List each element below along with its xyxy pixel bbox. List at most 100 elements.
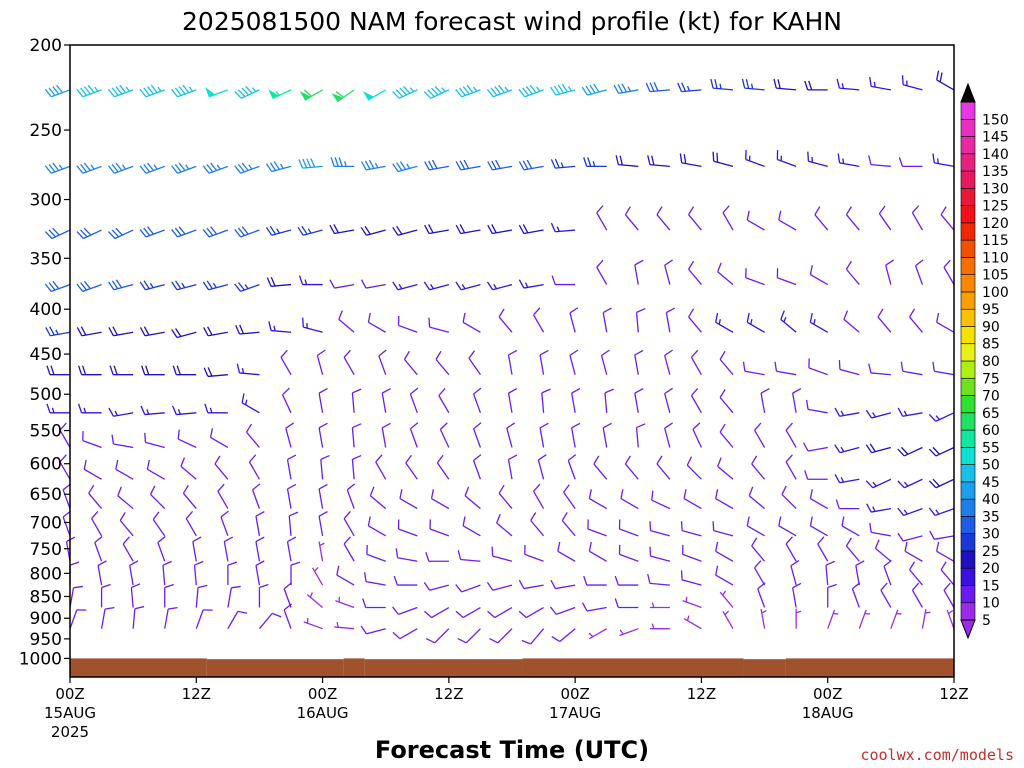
barb-flag (506, 422, 516, 429)
barb-flag (636, 423, 646, 429)
wind-barb (76, 326, 102, 337)
x-tick-label: 12Z (687, 685, 716, 703)
wind-barb (234, 282, 260, 293)
wind-barb (436, 454, 450, 480)
barb-flag (46, 403, 51, 414)
barb-flag (207, 367, 213, 377)
wind-barb (255, 560, 265, 586)
wind-barb (265, 225, 292, 236)
barb-flag (139, 327, 146, 337)
barb-flag (333, 224, 339, 234)
barb-staff (180, 465, 197, 480)
barb-flag (395, 548, 399, 558)
wind-barb (581, 602, 607, 612)
wind-barb (778, 210, 797, 231)
plot-area (70, 45, 954, 677)
barb-flag (845, 537, 852, 547)
wind-barb (785, 536, 797, 562)
barb-flag (234, 165, 242, 174)
barb-flag (807, 151, 810, 162)
wind-barb (491, 546, 513, 562)
barb-flag (108, 231, 116, 239)
barb-half-flag (304, 279, 308, 285)
barb-flag (50, 365, 55, 375)
barb-flag (911, 582, 920, 591)
barb-flag (48, 164, 56, 173)
wind-barb (776, 268, 797, 286)
wind-barb (804, 470, 828, 480)
wind-barb (683, 615, 702, 630)
y-tick-label: 900 (30, 609, 62, 629)
barb-flag (897, 532, 904, 542)
y-tick-label: 1000 (19, 649, 62, 669)
wind-barb (776, 150, 797, 167)
barb-flag (518, 610, 527, 618)
wind-barb (722, 205, 734, 231)
barb-flag (690, 387, 699, 396)
barb-staff (940, 569, 955, 586)
wind-barb (202, 280, 229, 291)
wind-barb (318, 483, 328, 509)
barb-staff (192, 541, 197, 562)
barb-staff (943, 266, 955, 285)
barb-flag (751, 537, 758, 547)
barb-flag (424, 224, 430, 234)
barb-flag (287, 536, 297, 543)
barb-flag (76, 88, 84, 98)
wind-barb (649, 602, 670, 609)
barb-flag (317, 349, 326, 356)
wind-barb (268, 321, 292, 333)
barb-flag (897, 448, 905, 457)
barb-flag (143, 280, 150, 290)
wind-barb (614, 598, 639, 609)
wind-barb (286, 483, 297, 509)
colorbar-label: 25 (982, 544, 1000, 560)
barb-flag (462, 312, 466, 323)
barb-half-flag (627, 86, 631, 92)
wind-barb (297, 225, 323, 236)
wind-barb (943, 582, 955, 608)
barb-half-flag (948, 610, 954, 615)
barb-staff (59, 461, 71, 480)
barb-flag (589, 84, 596, 94)
barb-half-flag (935, 415, 940, 421)
barb-half-flag (724, 610, 730, 616)
barb-flag (624, 455, 631, 465)
barb-half-flag (567, 86, 572, 92)
barb-flag (180, 457, 186, 467)
barb-flag (269, 162, 277, 171)
wind-barb (392, 281, 418, 291)
wind-barb (518, 84, 544, 98)
wind-barb (936, 541, 955, 562)
barb-flag (717, 457, 722, 467)
colorbar-swatch (960, 136, 976, 155)
barb-half-flag (841, 83, 844, 89)
wind-barb (618, 544, 639, 562)
barb-staff (845, 268, 860, 285)
barb-half-flag (319, 542, 325, 547)
barb-staff (781, 494, 797, 510)
wind-barb (604, 388, 614, 413)
barb-flag (508, 349, 518, 356)
wind-barb (234, 85, 260, 99)
barb-staff (754, 429, 766, 448)
barb-flag (741, 78, 746, 89)
barb-flag (754, 422, 762, 431)
barb-flag (320, 454, 330, 460)
colorbar-label: 20 (982, 561, 1000, 577)
barb-flag (785, 422, 793, 431)
wind-barb (521, 628, 545, 645)
y-tick-label: 700 (30, 513, 62, 533)
wind-barb (571, 422, 581, 448)
barb-staff (587, 528, 607, 537)
barb-staff (429, 326, 450, 333)
barb-staff (902, 370, 923, 376)
wind-barb (439, 422, 450, 448)
barb-flag (174, 87, 182, 96)
barb-staff (790, 565, 797, 586)
wind-barb (180, 457, 197, 480)
barb-flag (280, 349, 288, 358)
wind-barb (845, 537, 860, 562)
wind-barb (719, 389, 734, 414)
wind-barb (869, 522, 891, 537)
